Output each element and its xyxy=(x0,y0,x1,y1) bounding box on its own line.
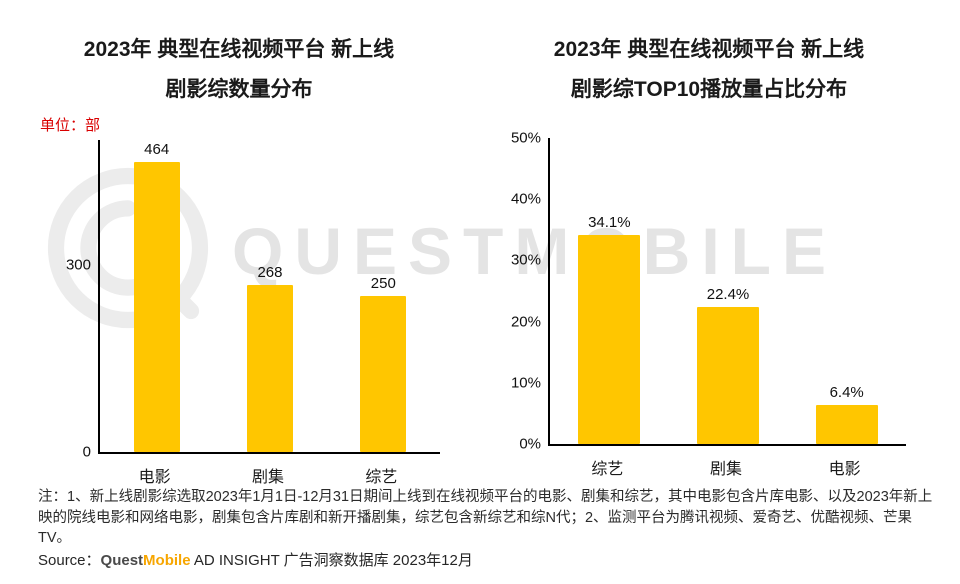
y-tick-label: 0% xyxy=(519,435,541,453)
bar-column: 268 xyxy=(213,264,326,452)
bar-value-label: 6.4% xyxy=(829,383,864,401)
left-category-labels: 电影 剧集 综艺 xyxy=(98,463,438,487)
right-plot-area: 34.1% 22.4% 6.4% 0% 10% 20% 30% 40% 50% xyxy=(511,130,906,453)
y-tick-label: 50% xyxy=(510,129,541,147)
bar xyxy=(133,162,180,452)
right-chart: 2023年 典型在线视频平台 新上线 剧影综TOP10播放量占比分布 34.1%… xyxy=(490,30,928,479)
right-chart-title-line1: 2023年 典型在线视频平台 新上线 xyxy=(553,38,865,61)
left-bars: 464 268 250 xyxy=(100,140,440,452)
bar-column: 22.4% xyxy=(669,286,788,444)
bar-value-label: 34.1% xyxy=(588,214,631,232)
y-tick-label: 10% xyxy=(510,374,541,392)
bar-column: 34.1% xyxy=(550,214,669,444)
category-label: 剧集 xyxy=(710,461,743,478)
bar-column: 250 xyxy=(327,275,440,452)
category-label: 剧集 xyxy=(251,469,284,486)
right-chart-title: 2023年 典型在线视频平台 新上线 剧影综TOP10播放量占比分布 xyxy=(490,30,928,110)
y-tick-label: 0 xyxy=(82,443,91,461)
bar-value-label: 464 xyxy=(144,141,170,159)
y-tick-label: 40% xyxy=(510,190,541,208)
source-suffix: AD INSIGHT 广告洞察数据库 2023年12月 xyxy=(190,552,473,569)
left-chart-title: 2023年 典型在线视频平台 新上线 剧影综数量分布 xyxy=(36,30,442,110)
y-tick-label: 300 xyxy=(65,256,91,274)
right-bars: 34.1% 22.4% 6.4% xyxy=(550,138,906,444)
category-label: 综艺 xyxy=(365,469,398,486)
left-chart-title-line2: 剧影综数量分布 xyxy=(165,78,313,101)
footnote: 注：1、新上线剧影综选取2023年1月1日-12月31日期间上线到在线视频平台的… xyxy=(38,489,933,547)
right-chart-title-line2: 剧影综TOP10播放量占比分布 xyxy=(570,78,848,101)
bar xyxy=(578,235,641,444)
brand-mobile: Mobile xyxy=(143,552,191,569)
source-line: Source：QuestMobile AD INSIGHT 广告洞察数据库 20… xyxy=(38,549,473,570)
bar xyxy=(360,296,407,452)
left-chart: 2023年 典型在线视频平台 新上线 剧影综数量分布 单位：部 464 268 25… xyxy=(36,30,442,487)
category-label: 综艺 xyxy=(591,461,624,478)
bar-value-label: 268 xyxy=(257,263,283,281)
brand-quest: Quest xyxy=(100,552,144,569)
bar-value-label: 22.4% xyxy=(706,285,750,303)
bar xyxy=(697,306,759,444)
bar-value-label: 250 xyxy=(370,275,396,292)
y-tick-label: 20% xyxy=(510,313,541,331)
bar xyxy=(246,284,293,452)
category-label: 电影 xyxy=(138,469,171,486)
bar xyxy=(815,404,878,444)
bar-column: 464 xyxy=(100,141,213,452)
bar-column: 6.4% xyxy=(787,384,906,444)
source-prefix: Source： xyxy=(38,552,101,569)
left-plot-area: 464 268 250 0 300 xyxy=(66,140,440,461)
y-tick-label: 30% xyxy=(510,251,541,269)
left-chart-title-line1: 2023年 典型在线视频平台 新上线 xyxy=(83,38,395,61)
right-category-labels: 综艺 剧集 电影 xyxy=(548,455,904,479)
unit-label: 单位：部 xyxy=(40,117,101,134)
category-label: 电影 xyxy=(828,461,861,478)
